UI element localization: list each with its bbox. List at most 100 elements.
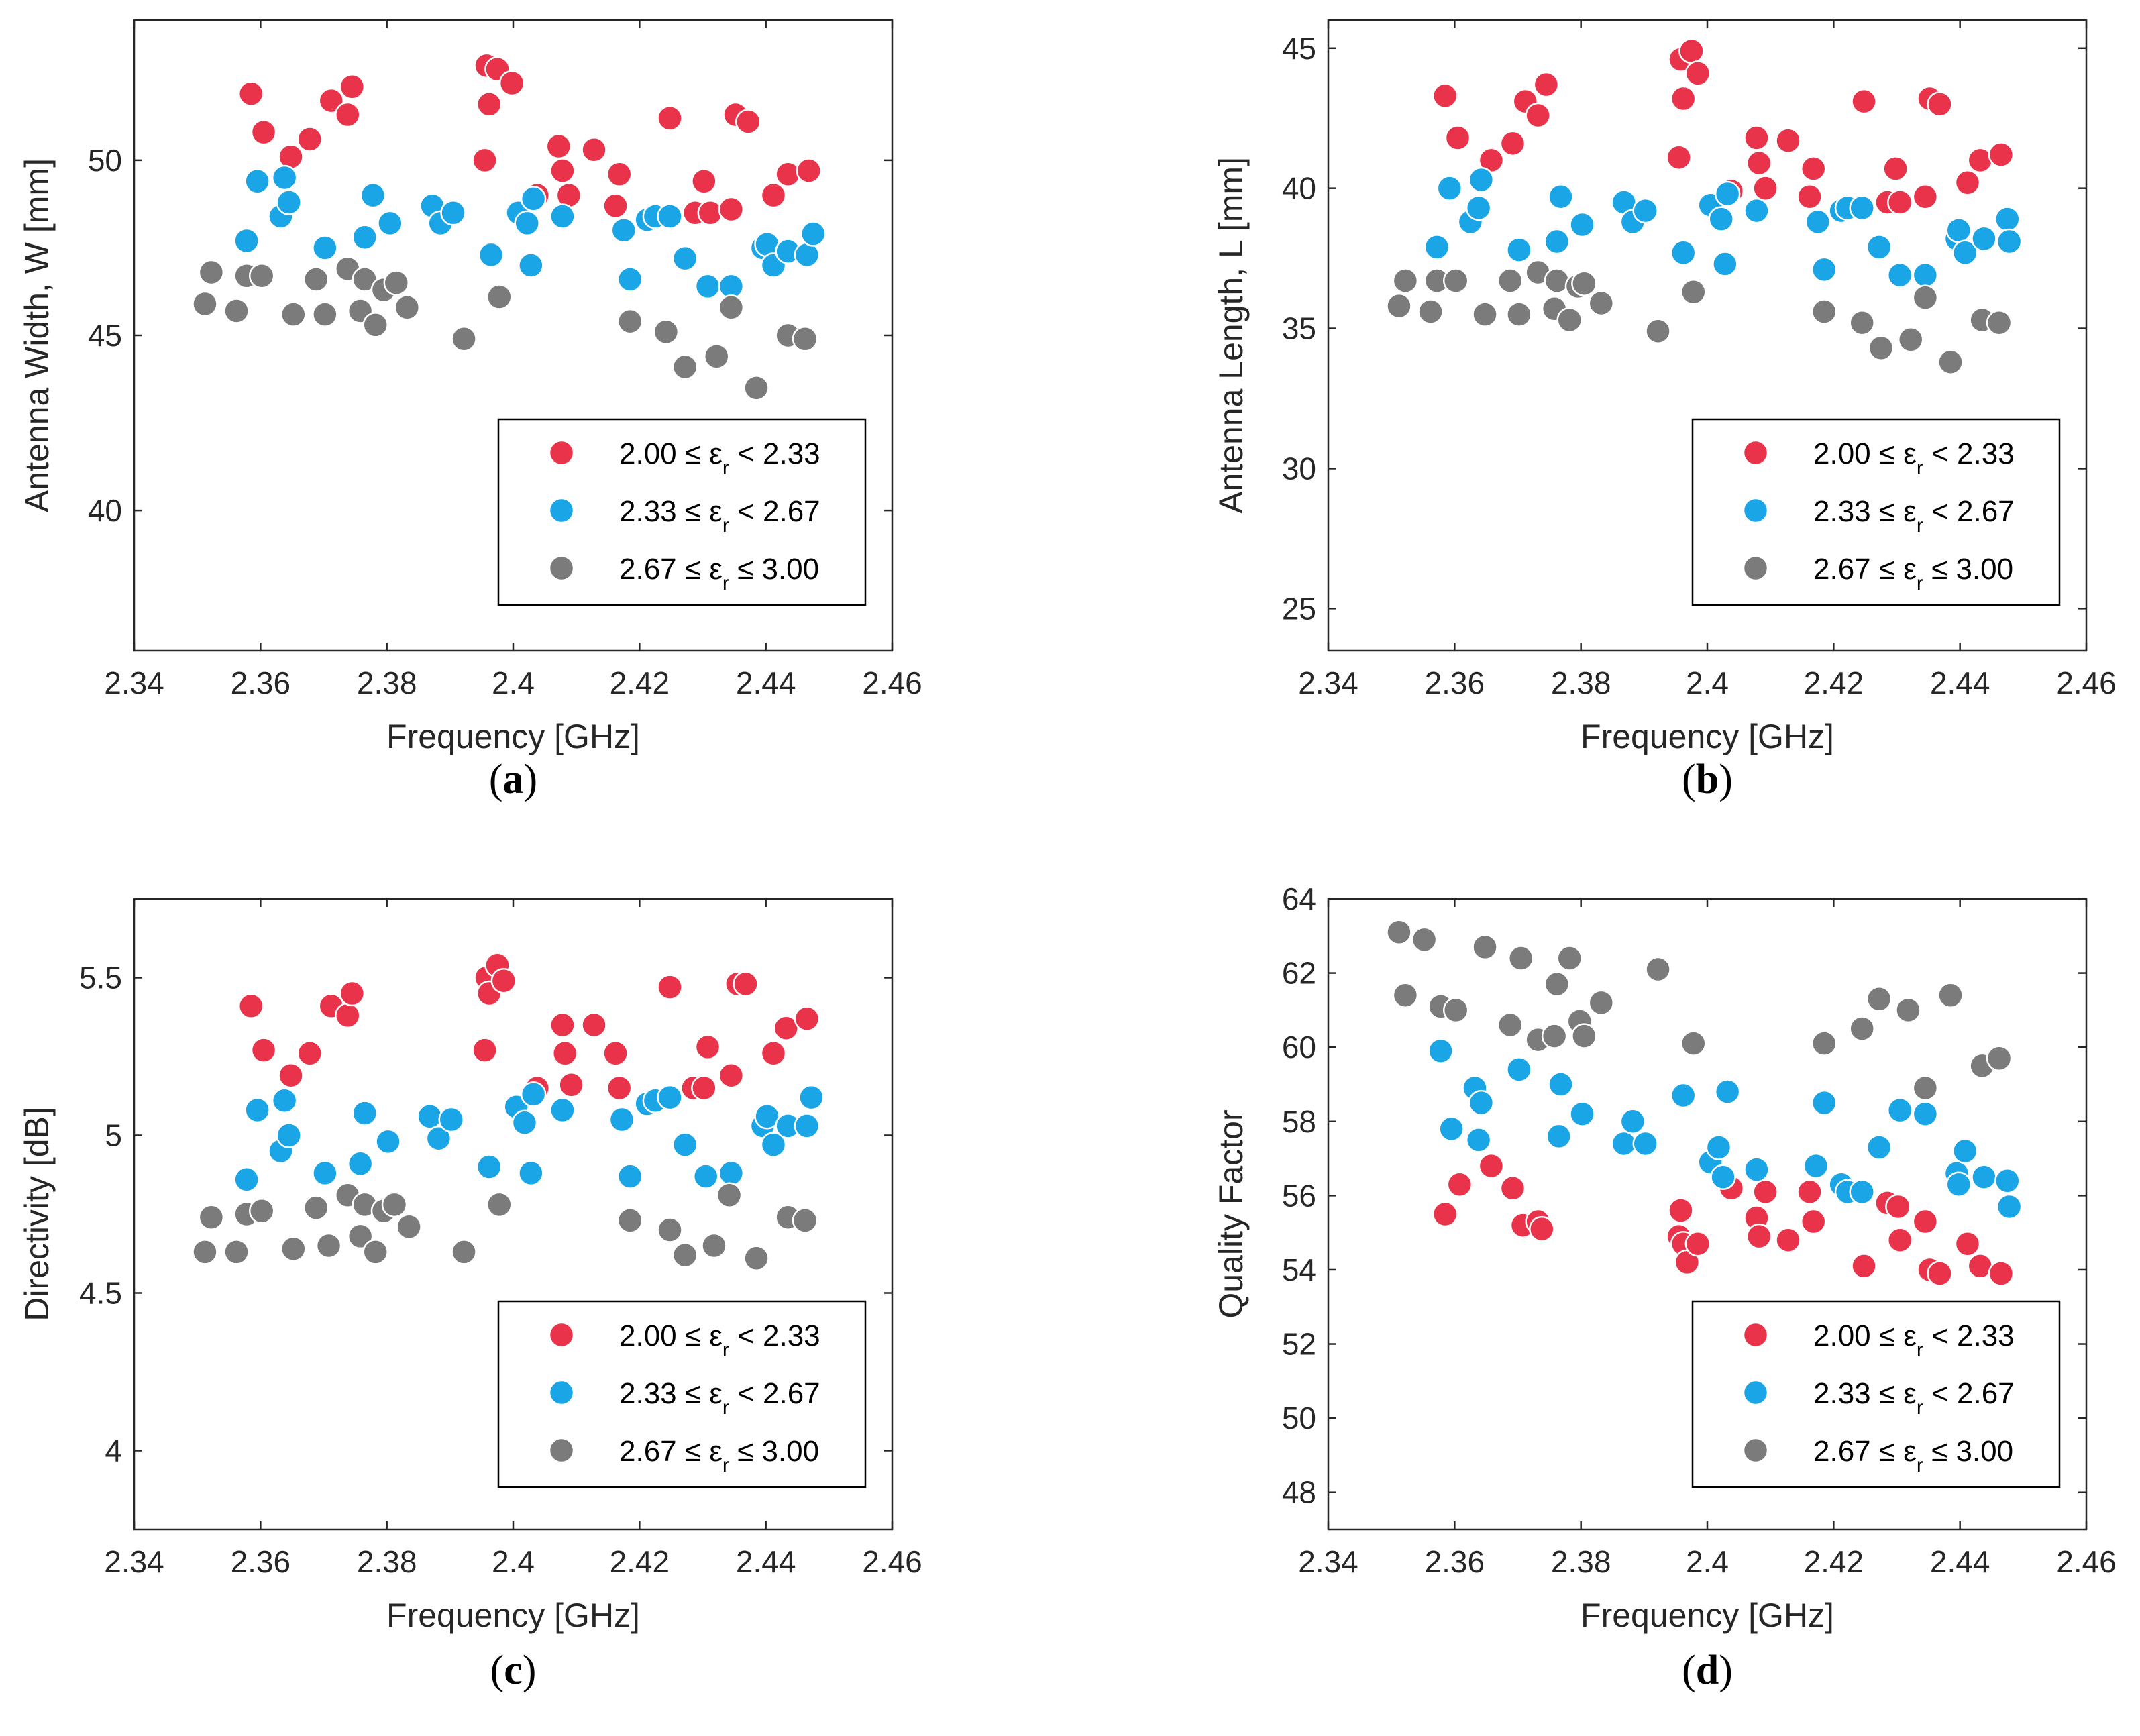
data-point [792,325,818,352]
data-point [518,1160,544,1187]
data-point [192,290,218,317]
data-point [1849,309,1875,336]
data-point [796,158,822,184]
data-point [1803,1152,1829,1179]
series-3 [192,1182,818,1272]
data-point [581,136,607,163]
chart-panel-a: 2.34 2.36 2.38 2.4 2.42 2.44 2.46 40 45 50 Frequen… [18,19,922,802]
legend: 2.00 ≤ εr < 2.33 2.33 ≤ εr < 2.67 2.67 ≤ ε… [497,418,867,606]
data-point [1886,1227,1913,1253]
data-point [794,1006,820,1032]
legend-marker [548,1321,575,1348]
y-tick-label: 64 [1282,881,1316,916]
data-point [312,235,338,261]
data-point [1797,1179,1823,1205]
legend-marker [1742,497,1769,524]
data-point [1954,1230,1981,1257]
series-2 [233,1081,824,1193]
y-axis-label: Antenna Width, W [mm] [18,158,56,512]
legend: 2.00 ≤ εr < 2.33 2.33 ≤ εr < 2.67 2.67 ≤ ε… [1691,418,2061,606]
data-point [581,1012,607,1038]
data-point [1680,1030,1707,1056]
data-point [798,1084,824,1111]
data-point [1912,284,1939,311]
data-point [276,1122,302,1148]
series-1 [237,52,822,226]
data-point [1710,1164,1736,1190]
data-point [1988,142,2015,168]
data-point [278,1062,304,1089]
y-tick-label: 4.5 [79,1276,122,1311]
data-point [1444,125,1471,151]
legend-marker [1742,555,1769,582]
data-point [733,971,759,997]
data-point [1424,234,1450,260]
data-point [1446,1171,1473,1198]
data-point [1546,1123,1572,1150]
data-point [1465,1127,1492,1153]
data-point [1945,217,1972,243]
x-tick-label: 2.34 [104,665,164,700]
data-point [1912,262,1939,288]
data-point [792,1207,818,1234]
data-point [1927,1260,1953,1287]
data-point [381,1191,408,1218]
data-point [1645,318,1671,344]
data-point [335,1002,361,1029]
legend-marker [548,1437,575,1464]
data-point [425,1125,452,1152]
data-point [1611,1130,1637,1157]
data-point [352,224,378,251]
data-point [1937,982,1964,1009]
x-tick-label: 2.42 [610,665,670,700]
data-point [1436,175,1463,201]
data-point [1800,1208,1827,1235]
data-point [1442,268,1469,294]
data-point [549,1097,576,1124]
data-point [694,1034,721,1061]
data-point [718,294,745,321]
data-point [1897,327,1924,353]
y-tick-label: 62 [1282,956,1316,991]
data-point [1497,268,1523,294]
x-tick-label: 2.34 [1298,1544,1358,1579]
x-tick-label: 2.46 [862,1544,922,1579]
data-point [518,252,544,278]
x-axis-label: Frequency [GHz] [386,1596,640,1634]
x-tick-label: 2.44 [1930,665,1990,700]
data-point [339,980,366,1007]
data-point [280,301,307,327]
data-point [1506,1056,1532,1083]
data-point [718,196,745,223]
data-point [701,1232,727,1259]
series-2 [233,164,826,300]
data-point [1744,197,1770,224]
legend-entry: 2.33 ≤ εr < 2.67 [1813,1377,2015,1419]
data-point [558,1072,584,1098]
data-point [248,1198,275,1224]
data-point [472,1037,498,1063]
data-point [760,182,787,209]
x-tick-label: 2.46 [862,665,922,700]
data-point [1670,1082,1697,1109]
x-tick-label: 2.42 [610,1544,670,1579]
series-1 [1432,1152,2015,1287]
data-point [735,109,761,135]
legend-marker [548,555,575,582]
data-point [1472,301,1498,327]
y-tick-label: 60 [1282,1030,1316,1065]
data-point [394,294,421,321]
legend-marker [1742,1321,1769,1348]
data-point [1670,85,1697,112]
data-point [248,262,275,289]
data-point [498,70,525,97]
data-point [1744,125,1770,151]
legend-entry: 2.00 ≤ εr < 2.33 [1813,437,2015,479]
data-point [1775,1227,1801,1253]
data-point [1588,290,1615,317]
data-point [1849,1016,1875,1042]
data-point [312,301,338,327]
data-point [520,186,547,212]
data-point [1866,986,1892,1012]
data-point [511,1109,538,1136]
